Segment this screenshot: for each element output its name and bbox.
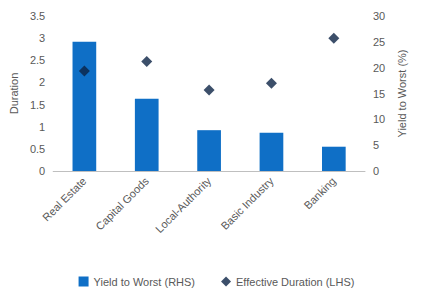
svg-text:Yield to Worst (RHS): Yield to Worst (RHS) xyxy=(94,276,195,288)
svg-text:2.5: 2.5 xyxy=(30,54,45,66)
svg-text:Effective Duration (LHS): Effective Duration (LHS) xyxy=(236,276,354,288)
svg-text:15: 15 xyxy=(373,88,385,100)
svg-text:3: 3 xyxy=(39,32,45,44)
svg-text:Local-Authority: Local-Authority xyxy=(153,174,214,235)
svg-text:1.5: 1.5 xyxy=(30,99,45,111)
svg-text:10: 10 xyxy=(373,113,385,125)
svg-text:Banking: Banking xyxy=(302,175,339,212)
svg-text:0: 0 xyxy=(39,165,45,177)
svg-text:2: 2 xyxy=(39,76,45,88)
svg-text:Duration: Duration xyxy=(8,73,20,115)
svg-text:1: 1 xyxy=(39,121,45,133)
svg-text:25: 25 xyxy=(373,36,385,48)
svg-text:Yield to Worst (%): Yield to Worst (%) xyxy=(396,49,408,137)
svg-text:0: 0 xyxy=(373,165,379,177)
svg-text:3.5: 3.5 xyxy=(30,10,45,22)
svg-text:5: 5 xyxy=(373,139,379,151)
svg-text:30: 30 xyxy=(373,10,385,22)
svg-text:Real Estate: Real Estate xyxy=(40,175,89,224)
svg-text:0.5: 0.5 xyxy=(30,143,45,155)
svg-text:Basic Industry: Basic Industry xyxy=(218,174,276,232)
svg-text:20: 20 xyxy=(373,62,385,74)
svg-text:Capital Goods: Capital Goods xyxy=(93,174,151,232)
